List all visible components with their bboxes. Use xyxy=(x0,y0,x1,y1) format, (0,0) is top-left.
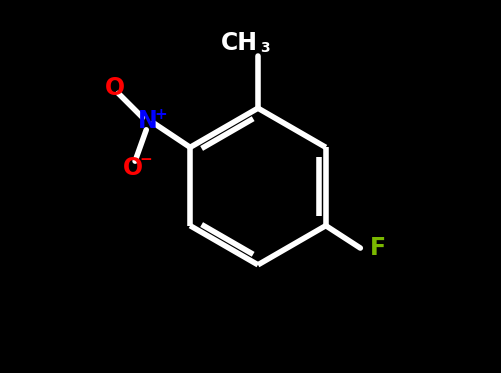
Text: +: + xyxy=(154,107,167,122)
Text: F: F xyxy=(370,236,386,260)
Text: N: N xyxy=(138,109,158,133)
Text: O: O xyxy=(123,156,143,180)
Text: O: O xyxy=(105,76,125,100)
Text: −: − xyxy=(139,152,152,167)
Text: 3: 3 xyxy=(260,41,270,55)
Text: CH: CH xyxy=(221,31,258,55)
